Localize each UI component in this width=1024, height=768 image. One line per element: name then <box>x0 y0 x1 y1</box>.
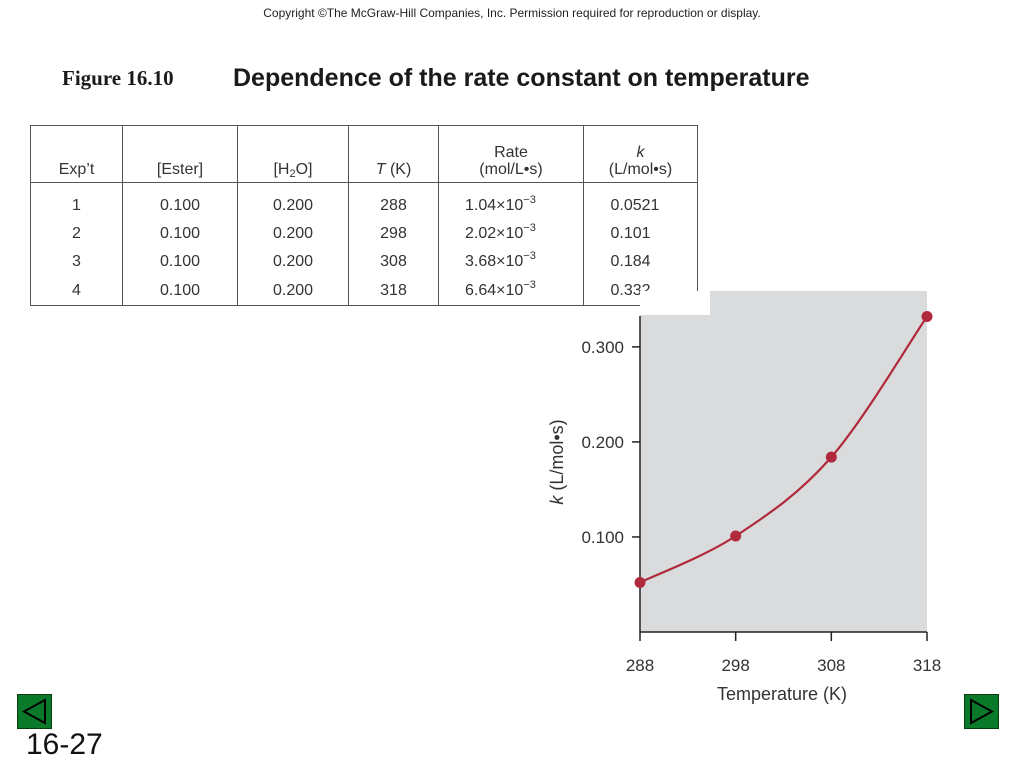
cell-expt: 3 <box>30 248 123 277</box>
cell-h2o: 0.200 <box>237 220 349 249</box>
header-k: k (L/mol•s) <box>583 125 698 183</box>
data-point <box>634 576 646 588</box>
x-tick-label: 288 <box>626 656 654 675</box>
table-row: 3 0.100 0.200 308 3.68×10−3 0.184 <box>30 248 698 277</box>
cell-k: 0.0521 <box>583 182 698 221</box>
figure-label: Figure 16.10 <box>62 66 174 90</box>
cell-temperature: 298 <box>348 220 439 249</box>
x-tick-label: 308 <box>817 656 845 675</box>
cell-expt: 2 <box>30 220 123 249</box>
data-point <box>921 310 933 322</box>
cell-temperature: 308 <box>348 248 439 277</box>
plot-corner-cutout <box>640 291 710 315</box>
data-point <box>730 530 742 542</box>
cell-h2o: 0.200 <box>237 182 349 221</box>
header-expt: Exp’t <box>30 125 123 183</box>
copyright-notice: Copyright ©The McGraw-Hill Companies, In… <box>263 6 761 20</box>
table-row: 2 0.100 0.200 298 2.02×10−3 0.101 <box>30 220 698 249</box>
cell-temperature: 288 <box>348 182 439 221</box>
cell-expt: 4 <box>30 276 123 306</box>
y-tick-label: 0.100 <box>581 528 624 547</box>
header-ester: [Ester] <box>122 125 238 183</box>
x-tick-label: 318 <box>913 656 941 675</box>
y-axis-label: k (L/mol•s) <box>547 419 567 504</box>
x-tick-label: 298 <box>721 656 749 675</box>
data-table: Exp’t [Ester] [H2O] T (K) Rate (mol/L•s) … <box>30 125 698 306</box>
cell-rate: 6.64×10−3 <box>438 276 584 306</box>
cell-ester: 0.100 <box>122 182 238 221</box>
cell-rate: 3.68×10−3 <box>438 248 584 277</box>
cell-expt: 1 <box>30 182 123 221</box>
header-rate: Rate (mol/L•s) <box>438 125 584 183</box>
triangle-left-icon <box>21 698 46 725</box>
table-row: 1 0.100 0.200 288 1.04×10−3 0.0521 <box>30 182 698 221</box>
cell-k: 0.101 <box>583 220 698 249</box>
data-point <box>825 451 837 463</box>
y-tick-label: 0.200 <box>581 433 624 452</box>
y-tick-label: 0.300 <box>581 338 624 357</box>
cell-ester: 0.100 <box>122 248 238 277</box>
figure-title: Dependence of the rate constant on tempe… <box>233 64 810 92</box>
triangle-right-icon <box>970 698 995 725</box>
previous-slide-button[interactable] <box>17 694 52 729</box>
plot-background <box>640 291 927 632</box>
cell-temperature: 318 <box>348 276 439 306</box>
cell-rate: 2.02×10−3 <box>438 220 584 249</box>
cell-ester: 0.100 <box>122 220 238 249</box>
series-line <box>639 315 928 584</box>
chart-ticks: 0.100 0.200 0.300 288 298 308 318 <box>581 338 941 675</box>
x-axis-label: Temperature (K) <box>717 684 847 704</box>
header-h2o: [H2O] <box>237 125 349 183</box>
cell-k: 0.184 <box>583 248 698 277</box>
cell-ester: 0.100 <box>122 276 238 306</box>
table-header-row: Exp’t [Ester] [H2O] T (K) Rate (mol/L•s) … <box>30 125 698 183</box>
slide-number: 16-27 <box>26 728 103 761</box>
next-slide-button[interactable] <box>964 694 999 729</box>
cell-rate: 1.04×10−3 <box>438 182 584 221</box>
header-temperature: T (K) <box>348 125 439 183</box>
series-points <box>634 310 933 588</box>
cell-h2o: 0.200 <box>237 276 349 306</box>
